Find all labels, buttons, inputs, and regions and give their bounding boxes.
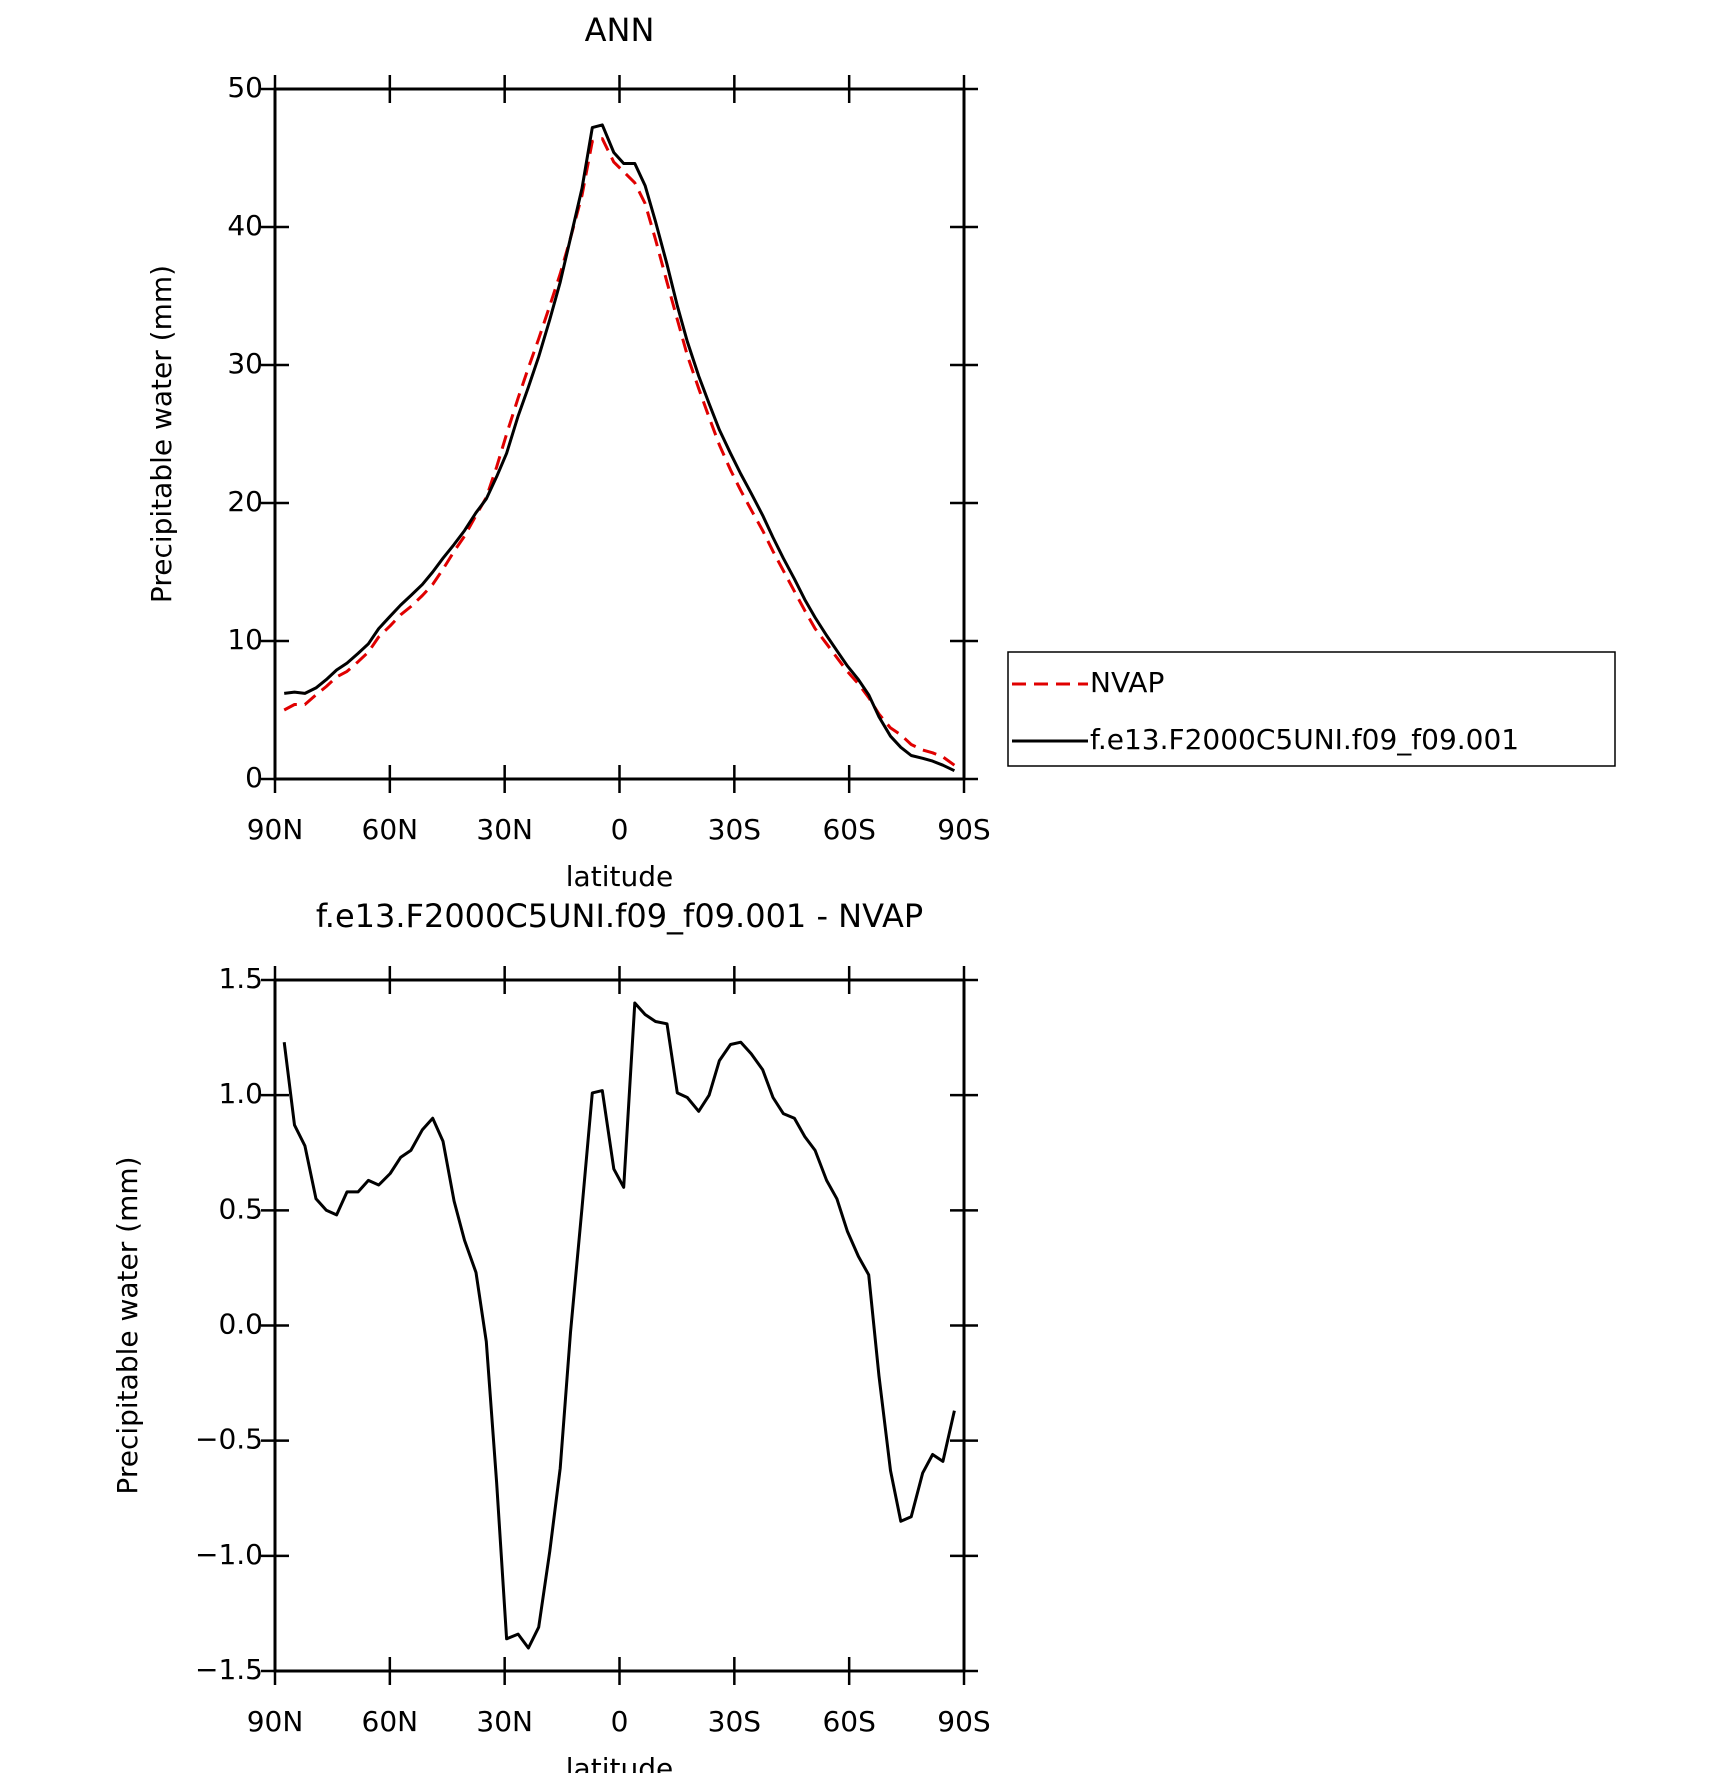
data-line (282, 1001, 956, 1650)
x-axis-label: latitude (566, 1752, 673, 1773)
chart-title: ANN (585, 11, 655, 49)
x-tick-label: 90S (937, 813, 990, 846)
y-tick-label: −1.5 (195, 1653, 263, 1686)
x-tick-label: 30N (476, 813, 533, 846)
y-tick-label: −0.5 (195, 1423, 263, 1456)
x-tick-label: 30N (476, 1705, 533, 1738)
y-axis-label: Precipitable water (mm) (145, 265, 178, 603)
x-tick-label: 90N (247, 813, 304, 846)
y-tick-label: −1.0 (195, 1538, 263, 1571)
legend-box (1007, 651, 1616, 767)
x-tick-label: 30S (708, 813, 761, 846)
y-tick-label: 50 (227, 71, 263, 104)
x-tick-label: 60N (362, 1705, 419, 1738)
x-tick-label: 30S (708, 1705, 761, 1738)
x-tick-label: 60S (822, 813, 875, 846)
plot-frame (273, 978, 966, 1673)
chart-title: f.e13.F2000C5UNI.f09_f09.001 - NVAP (316, 897, 923, 935)
x-tick-label: 60S (822, 1705, 875, 1738)
y-tick-label: 40 (227, 209, 263, 242)
y-tick-label: 30 (227, 347, 263, 380)
y-tick-label: 0 (245, 761, 263, 794)
y-tick-label: 0.5 (218, 1192, 263, 1225)
x-tick-label: 90S (937, 1705, 990, 1738)
y-tick-label: 0.0 (218, 1308, 263, 1341)
x-tick-label: 90N (247, 1705, 304, 1738)
x-tick-label: 0 (611, 1705, 629, 1738)
x-tick-label: 0 (611, 813, 629, 846)
y-axis-label: Precipitable water (mm) (111, 1156, 144, 1494)
y-tick-label: 10 (227, 623, 263, 656)
x-tick-label: 60N (362, 813, 419, 846)
data-line (283, 137, 956, 767)
y-tick-label: 1.0 (218, 1077, 263, 1110)
plot-frame (273, 87, 966, 781)
y-tick-label: 1.5 (218, 962, 263, 995)
x-axis-label: latitude (566, 860, 673, 893)
y-tick-label: 20 (227, 485, 263, 518)
legend-label: f.e13.F2000C5UNI.f09_f09.001 (1090, 723, 1519, 756)
data-line (284, 123, 956, 773)
legend-label: NVAP (1090, 666, 1164, 699)
